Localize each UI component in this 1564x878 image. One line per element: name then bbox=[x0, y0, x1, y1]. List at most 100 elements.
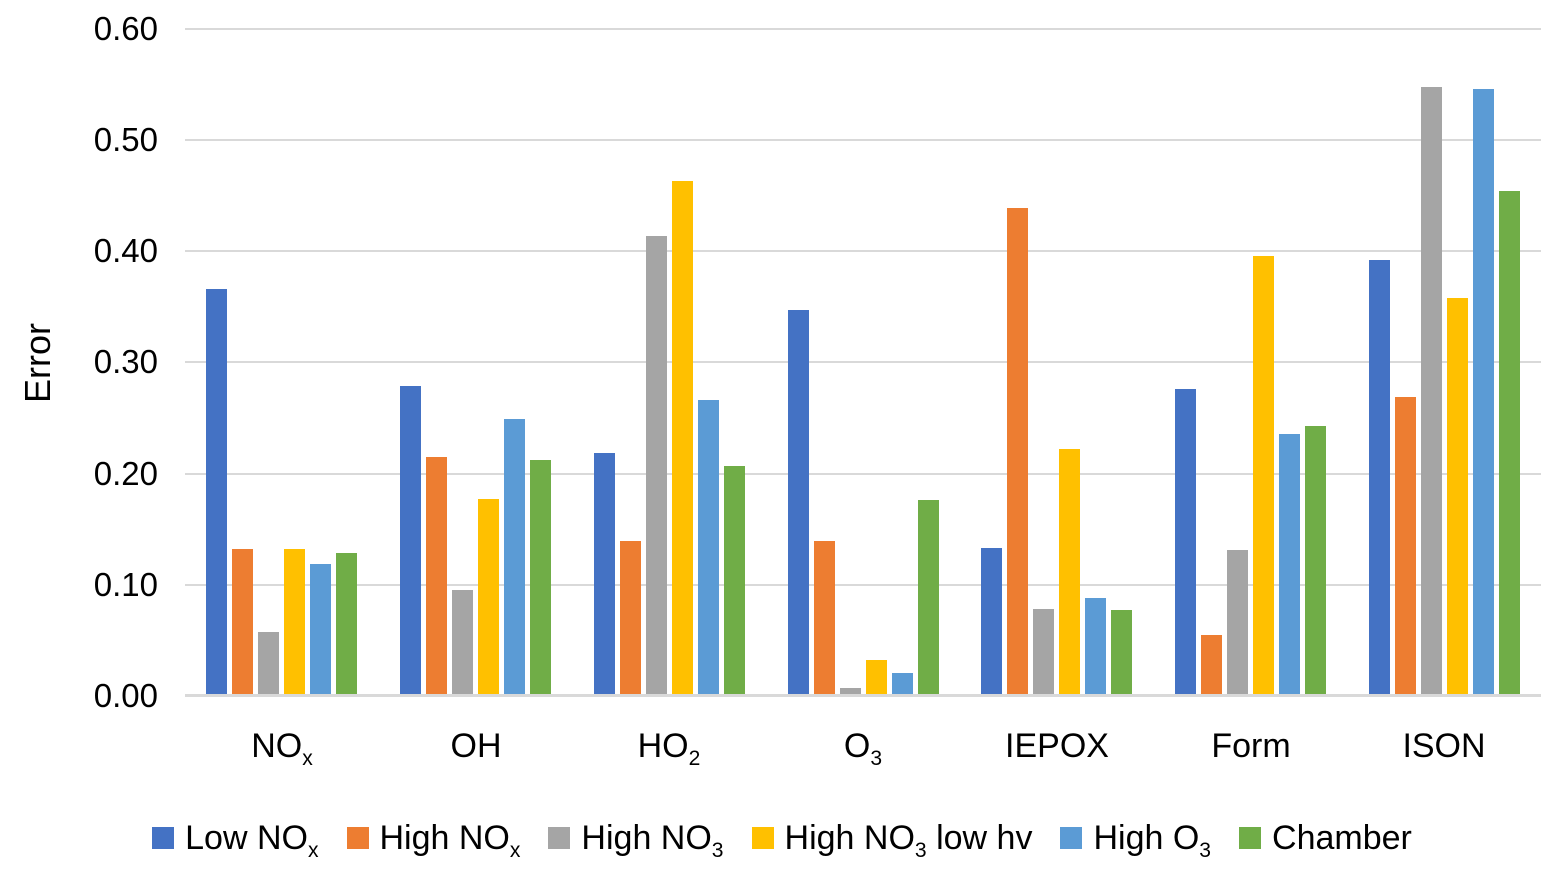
legend-swatch-high-o3 bbox=[1060, 827, 1083, 849]
legend-label-chamber: Chamber bbox=[1272, 819, 1412, 858]
bar-high-no3-ison bbox=[1421, 87, 1442, 696]
label-text: High NO bbox=[784, 818, 915, 857]
legend-swatch-chamber bbox=[1239, 827, 1262, 849]
bar-chamber-iepox bbox=[1111, 610, 1132, 696]
x-category-label-iepox: IEPOX bbox=[960, 724, 1154, 768]
label-subscript: x bbox=[509, 838, 521, 862]
bar-high-no3-nox bbox=[258, 632, 279, 696]
x-category-label-oh: OH bbox=[379, 724, 573, 768]
label-subscript: 3 bbox=[870, 746, 883, 770]
bar-high-no3-oh bbox=[452, 590, 473, 696]
label-subscript: x bbox=[307, 838, 319, 862]
bar-group-ho2 bbox=[594, 29, 745, 696]
x-category-label-o3: O3 bbox=[766, 724, 960, 770]
bar-high-no3-low-hv-o3 bbox=[866, 660, 887, 696]
x-category-label-nox: NOx bbox=[185, 724, 379, 769]
legend-label-high-no3-low-hv: High NO3 low hv bbox=[784, 818, 1033, 862]
bar-high-o3-form bbox=[1279, 434, 1300, 696]
bar-low-nox-o3 bbox=[788, 310, 809, 696]
bar-high-no3-o3 bbox=[840, 688, 861, 696]
plot-area bbox=[185, 28, 1541, 697]
gridline bbox=[185, 250, 1541, 252]
legend: Low NOx High NOx High NO3 High NO3 low hv Hi… bbox=[0, 812, 1564, 864]
bar-high-no3-low-hv-oh bbox=[478, 499, 499, 696]
label-text: OH bbox=[450, 727, 502, 765]
legend-label-high-o3: High O3 bbox=[1093, 819, 1212, 862]
bar-group-ison bbox=[1369, 29, 1520, 696]
bar-high-no3-form bbox=[1227, 550, 1248, 696]
label-subscript: 3 bbox=[711, 838, 724, 862]
bar-low-nox-iepox bbox=[981, 548, 1002, 696]
bar-high-no3-low-hv-nox bbox=[284, 549, 305, 696]
y-tick-label: 0.10 bbox=[93, 566, 158, 603]
x-category-label-ho2: HO2 bbox=[572, 724, 766, 769]
y-tick-label: 0.60 bbox=[93, 10, 158, 47]
x-category-label-ison: ISON bbox=[1347, 724, 1541, 768]
label-subscript: 3 bbox=[1199, 838, 1212, 862]
legend-item-high-nox: High NOx bbox=[346, 818, 521, 862]
legend-item-high-no3: High NO3 bbox=[548, 818, 724, 862]
legend-swatch-high-no3 bbox=[548, 827, 571, 849]
bar-high-no3-iepox bbox=[1033, 609, 1054, 696]
gridline bbox=[185, 473, 1541, 475]
bar-high-nox-ho2 bbox=[620, 541, 641, 696]
legend-item-chamber: Chamber bbox=[1239, 819, 1412, 858]
bar-high-no3-low-hv-ison bbox=[1447, 298, 1468, 696]
bar-low-nox-ho2 bbox=[594, 453, 615, 696]
legend-swatch-high-nox bbox=[346, 827, 369, 849]
y-tick-label: 0.00 bbox=[93, 677, 158, 714]
bar-group-o3 bbox=[788, 29, 939, 696]
gridline bbox=[185, 584, 1541, 586]
x-category-label-form: Form bbox=[1154, 724, 1348, 768]
legend-swatch-low-nox bbox=[152, 827, 175, 849]
bar-high-o3-iepox bbox=[1085, 598, 1106, 696]
label-text: ISON bbox=[1402, 727, 1486, 765]
label-subscript: 3 bbox=[914, 838, 927, 862]
label-text: High NO bbox=[379, 818, 510, 857]
gridline bbox=[185, 361, 1541, 363]
bar-low-nox-oh bbox=[400, 386, 421, 696]
label-text: High NO bbox=[581, 818, 712, 857]
bar-high-no3-ho2 bbox=[646, 236, 667, 696]
bar-chamber-form bbox=[1305, 426, 1326, 696]
bar-chamber-o3 bbox=[918, 500, 939, 696]
y-tick-label: 0.30 bbox=[93, 343, 158, 380]
bar-high-no3-low-hv-ho2 bbox=[672, 181, 693, 696]
y-tick-label: 0.50 bbox=[93, 121, 158, 158]
bar-group-iepox bbox=[981, 29, 1132, 696]
bar-group-oh bbox=[400, 29, 551, 696]
bar-high-o3-ho2 bbox=[698, 400, 719, 696]
bar-high-no3-low-hv-form bbox=[1253, 256, 1274, 696]
legend-label-high-nox: High NOx bbox=[379, 818, 521, 862]
label-text: HO bbox=[637, 727, 689, 765]
bar-high-nox-iepox bbox=[1007, 208, 1028, 696]
bar-group-nox bbox=[206, 29, 357, 696]
bar-chamber-nox bbox=[336, 553, 357, 696]
bar-high-nox-nox bbox=[232, 549, 253, 696]
y-tick-label: 0.20 bbox=[93, 455, 158, 492]
bar-chamber-ison bbox=[1499, 191, 1520, 696]
label-text: O bbox=[843, 727, 871, 765]
bar-chamber-oh bbox=[530, 460, 551, 696]
bar-low-nox-nox bbox=[206, 289, 227, 696]
label-text: low hv bbox=[926, 818, 1033, 857]
y-tick-label: 0.40 bbox=[93, 232, 158, 269]
bar-high-o3-oh bbox=[504, 419, 525, 696]
bar-group-form bbox=[1175, 29, 1326, 696]
bar-low-nox-form bbox=[1175, 389, 1196, 696]
label-text: NO bbox=[251, 727, 303, 765]
bar-chamber-ho2 bbox=[724, 466, 745, 696]
bar-high-nox-ison bbox=[1395, 397, 1416, 696]
bar-high-o3-ison bbox=[1473, 89, 1494, 696]
legend-item-high-o3: High O3 bbox=[1060, 819, 1212, 862]
label-text: Chamber bbox=[1272, 818, 1412, 857]
label-text: IEPOX bbox=[1005, 727, 1109, 765]
legend-item-low-nox: Low NOx bbox=[152, 819, 319, 862]
bar-high-o3-o3 bbox=[892, 673, 913, 696]
bar-high-o3-nox bbox=[310, 564, 331, 696]
x-axis-line bbox=[185, 694, 1541, 697]
bar-high-nox-oh bbox=[426, 457, 447, 696]
legend-label-high-no3: High NO3 bbox=[581, 818, 724, 862]
legend-item-high-no3-low-hv: High NO3 low hv bbox=[751, 818, 1033, 862]
bar-low-nox-ison bbox=[1369, 260, 1390, 696]
